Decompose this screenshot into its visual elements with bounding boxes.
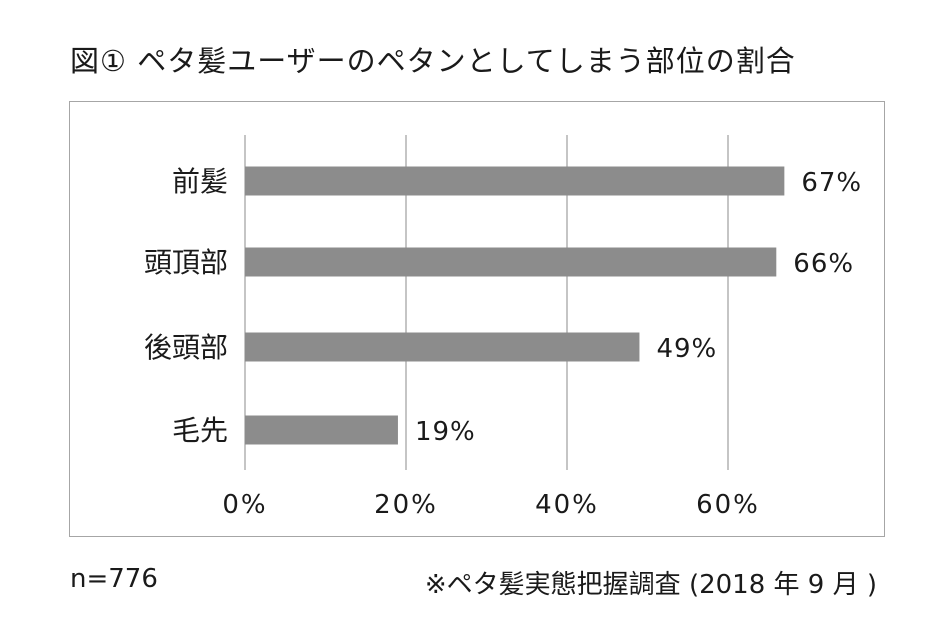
category-label: 後頭部 <box>144 331 228 364</box>
data-label: 49% <box>656 334 717 364</box>
x-tick-label: 0% <box>222 490 267 520</box>
bar-2 <box>245 332 640 362</box>
bar-1 <box>245 247 777 277</box>
source-note: ※ペタ髪実態把握調査 (2018 年 9 月 ) <box>424 570 877 600</box>
category-label: 頭頂部 <box>144 246 228 279</box>
data-label: 67% <box>801 168 862 198</box>
bars <box>245 166 785 445</box>
x-tick-label: 60% <box>696 490 760 520</box>
chart-title: 図① ペタ髪ユーザーのペタンとしてしまう部位の割合 <box>70 44 796 78</box>
bar-3 <box>245 415 398 445</box>
chart-frame <box>69 101 885 537</box>
bar-0 <box>245 166 785 196</box>
data-label: 66% <box>793 249 854 279</box>
labels: 0% 20% 40% 60% 前髪 67% 頭頂部 66% 後頭部 49% 毛先 19% <box>144 165 862 520</box>
category-label: 毛先 <box>172 414 228 447</box>
x-tick-label: 20% <box>374 490 438 520</box>
x-tick-label: 40% <box>535 490 599 520</box>
category-label: 前髪 <box>172 165 228 198</box>
sample-size: n=776 <box>70 564 158 594</box>
data-label: 19% <box>415 417 476 447</box>
